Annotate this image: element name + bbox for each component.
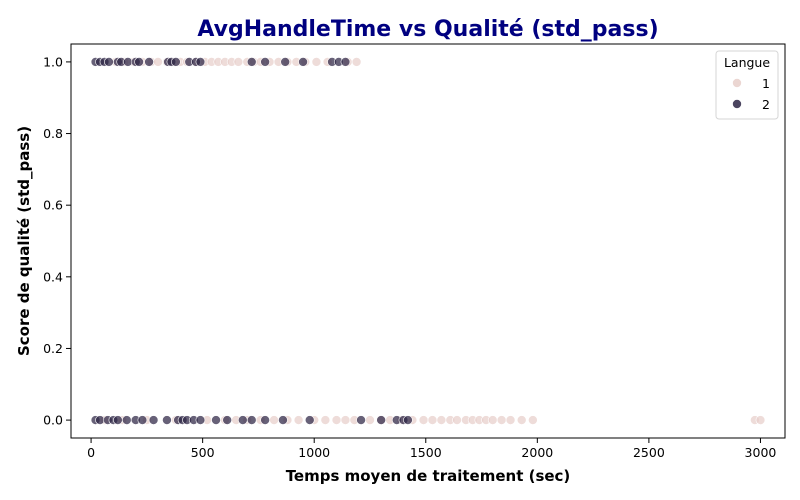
data-point-langue-2 <box>246 415 257 425</box>
data-point-langue-2 <box>304 415 315 425</box>
data-point-langue-1 <box>755 415 766 425</box>
data-point-langue-1 <box>436 415 447 425</box>
data-point-langue-1 <box>487 415 498 425</box>
x-tick-label: 0 <box>87 445 95 460</box>
data-point-langue-2 <box>238 415 248 425</box>
data-point-langue-2 <box>260 415 270 425</box>
legend: Langue 1 2 <box>715 50 779 120</box>
data-point-langue-2 <box>211 415 221 425</box>
y-tick-label: 0.6 <box>43 198 63 213</box>
data-point-langue-1 <box>365 415 375 425</box>
x-tick-label: 1500 <box>410 445 442 460</box>
data-point-langue-1 <box>153 57 163 67</box>
y-axis-label: Score de qualité (std_pass) <box>15 126 33 356</box>
data-point-langue-2 <box>171 57 181 67</box>
y-tick-label: 0.8 <box>43 126 63 141</box>
data-point-langue-1 <box>331 415 342 425</box>
data-point-langue-2 <box>195 415 206 425</box>
data-point-langue-2 <box>113 415 123 425</box>
data-point-langue-2 <box>195 57 206 67</box>
data-point-langue-1 <box>516 415 527 425</box>
x-tick-label: 2500 <box>633 445 665 460</box>
data-point-langue-1 <box>496 415 507 425</box>
data-point-langue-2 <box>148 415 159 425</box>
data-point-langue-1 <box>427 415 438 425</box>
data-point-langue-2 <box>222 415 232 425</box>
y-tick-label: 0.4 <box>43 269 63 284</box>
y-tick-label: 0.2 <box>43 341 63 356</box>
data-point-langue-2 <box>162 415 172 425</box>
data-point-langue-2 <box>403 415 413 425</box>
y-tick-label: 1.0 <box>43 54 63 69</box>
points-layer <box>90 57 766 425</box>
x-axis-label: Temps moyen de traitement (sec) <box>286 467 571 485</box>
data-point-langue-2 <box>278 415 288 425</box>
data-point-langue-2 <box>121 415 132 425</box>
legend-title: Langue <box>724 55 770 70</box>
data-point-langue-1 <box>340 415 351 425</box>
data-point-langue-2 <box>280 57 291 67</box>
data-point-langue-1 <box>528 415 538 425</box>
data-point-langue-1 <box>233 57 244 67</box>
data-point-langue-2 <box>134 57 144 67</box>
data-point-langue-1 <box>452 415 462 425</box>
x-tick-label: 500 <box>191 445 215 460</box>
data-point-langue-1 <box>269 415 279 425</box>
legend-label-1: 1 <box>762 76 770 91</box>
data-point-langue-2 <box>260 57 270 67</box>
x-tick-label: 1000 <box>298 445 330 460</box>
data-point-langue-1 <box>320 415 331 425</box>
chart-title: AvgHandleTime vs Qualité (std_pass) <box>197 17 658 42</box>
data-point-langue-2 <box>356 415 366 425</box>
ticks-layer: 0 500 1000 1500 2000 2500 3000 0.0 0.2 0.4 0.6 0.8 1… <box>43 54 776 460</box>
data-point-langue-2 <box>246 57 257 67</box>
data-point-langue-2 <box>137 415 148 425</box>
data-point-langue-2 <box>376 415 386 425</box>
x-tick-label: 3000 <box>745 445 777 460</box>
data-point-langue-2 <box>104 57 114 67</box>
legend-marker-1 <box>732 78 742 88</box>
data-point-langue-1 <box>311 57 322 67</box>
legend-label-2: 2 <box>762 97 770 112</box>
data-point-langue-2 <box>340 57 351 67</box>
y-tick-label: 0.0 <box>43 413 63 428</box>
plot-frame <box>70 43 786 439</box>
data-point-langue-2 <box>144 57 154 67</box>
x-tick-label: 2000 <box>521 445 553 460</box>
legend-box <box>715 50 779 120</box>
data-point-langue-2 <box>298 57 308 67</box>
data-point-langue-1 <box>293 415 304 425</box>
data-point-langue-1 <box>418 415 429 425</box>
legend-marker-2 <box>732 99 742 109</box>
data-point-langue-1 <box>505 415 516 425</box>
data-point-langue-1 <box>351 57 362 67</box>
